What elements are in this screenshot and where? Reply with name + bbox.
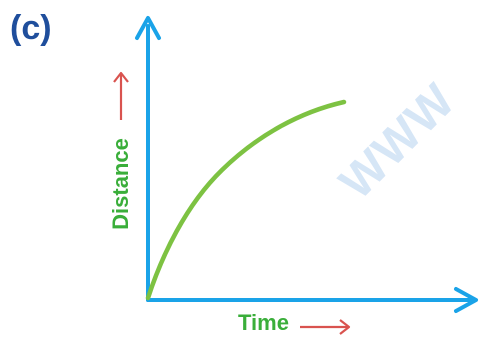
distance-time-curve (145, 99, 347, 301)
up-arrow-icon (113, 71, 129, 120)
x-axis-arrowhead (454, 287, 478, 313)
x-axis-label: Time (238, 310, 289, 335)
y-axis-label: Distance (108, 138, 133, 230)
right-arrow-icon (300, 319, 351, 335)
panel-label: (c) (10, 9, 52, 47)
y-axis-arrowhead (135, 16, 161, 40)
